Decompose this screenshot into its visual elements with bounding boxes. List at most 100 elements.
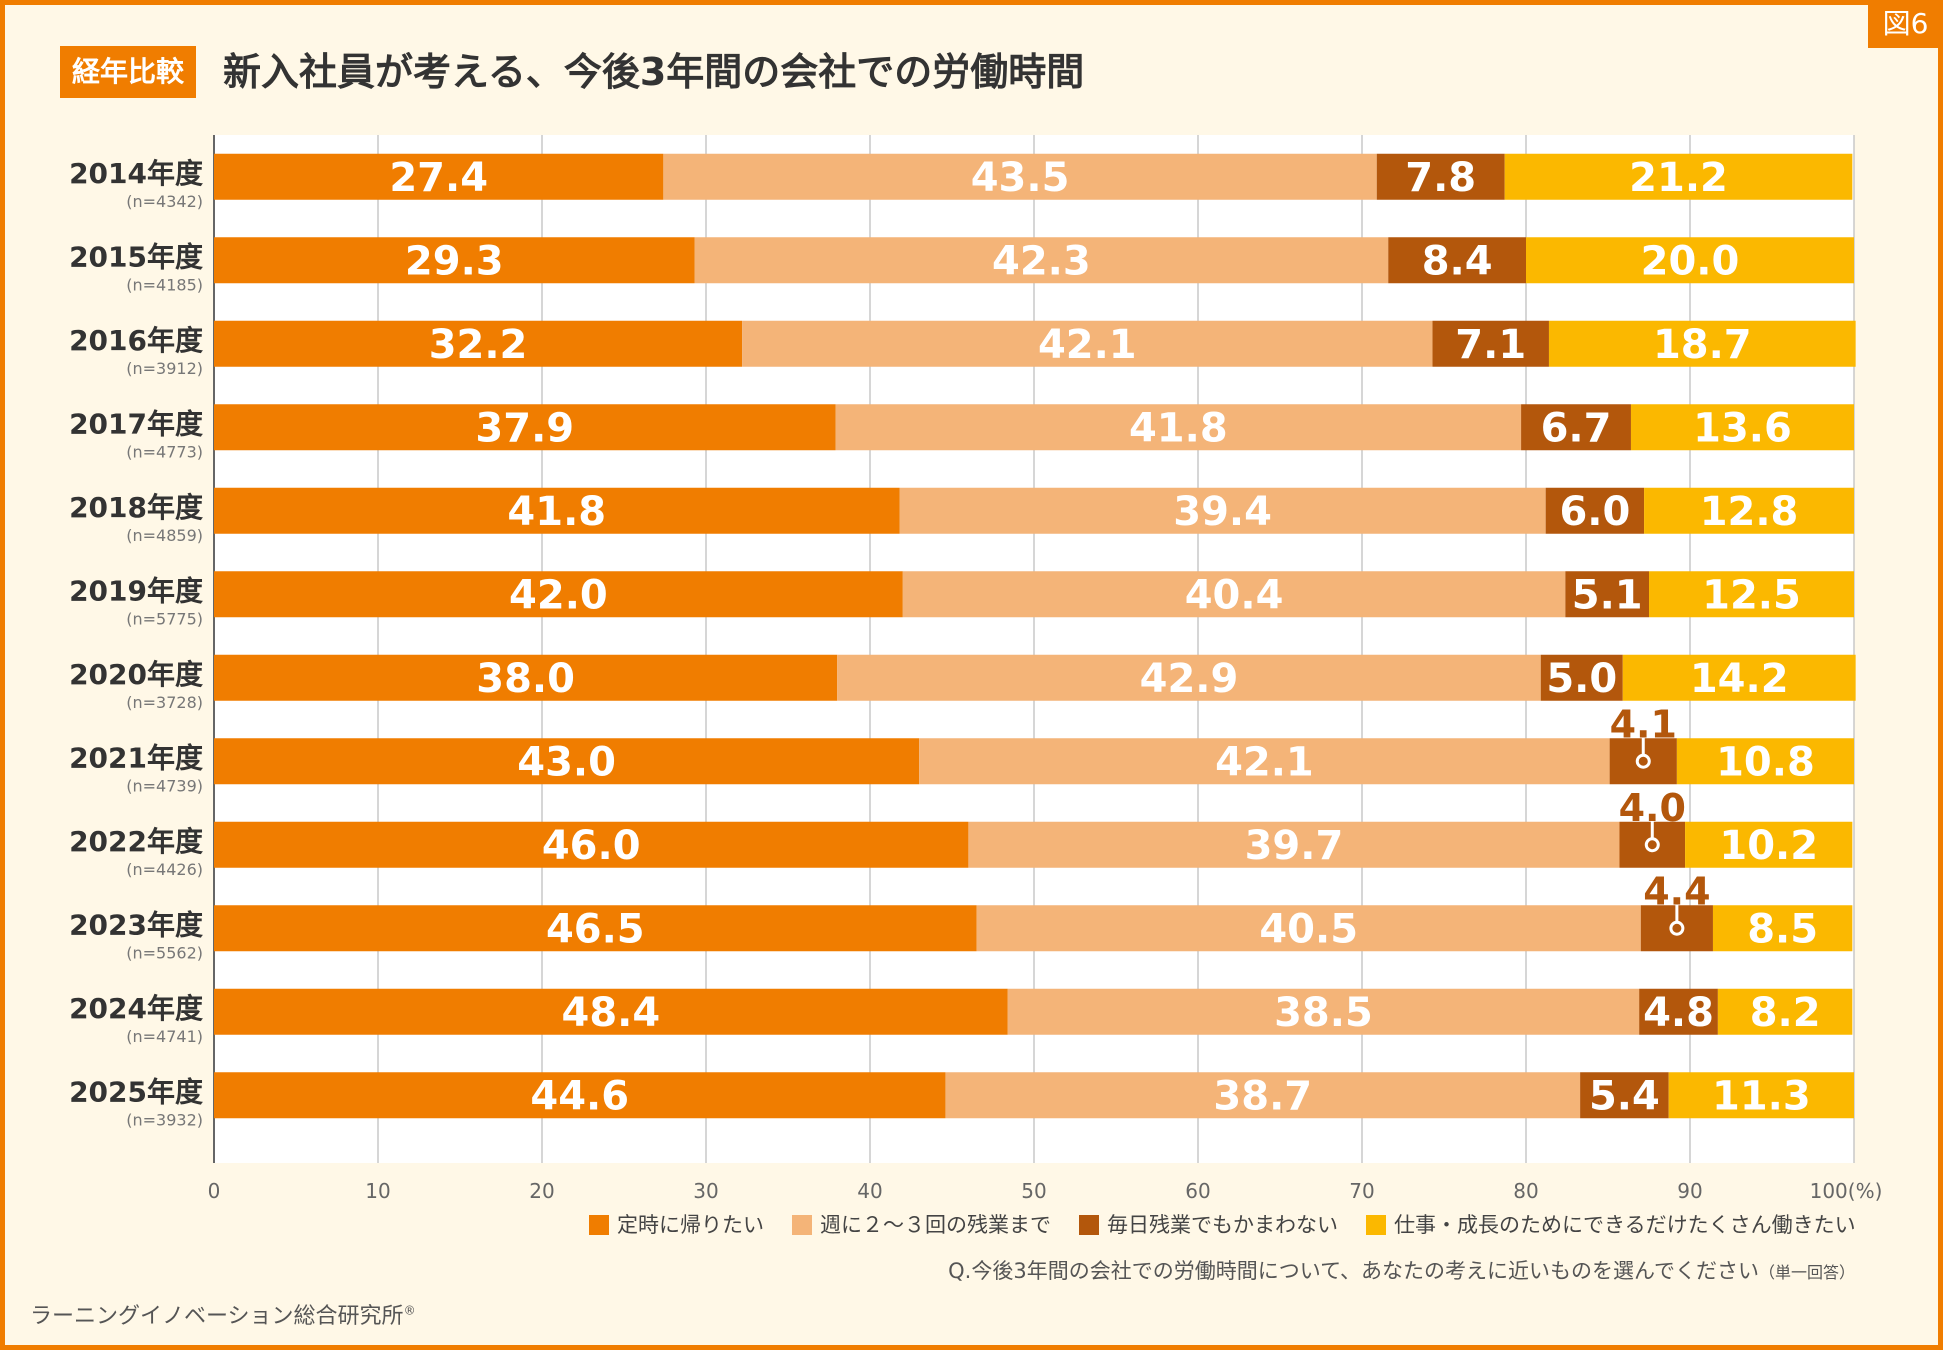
x-tick-label: 80	[1513, 1179, 1538, 1203]
x-tick-label: 50	[1021, 1179, 1046, 1203]
sample-size-label: (n=4773)	[126, 442, 203, 461]
category-label: 2014年度	[69, 157, 203, 190]
x-tick-label: 20	[529, 1179, 554, 1203]
x-tick-label: 90	[1677, 1179, 1702, 1203]
data-label: 5.0	[1546, 656, 1617, 702]
bar-segment	[214, 738, 920, 785]
bar-segment	[214, 571, 903, 618]
legend-swatch	[792, 1215, 812, 1235]
bar-segment	[214, 153, 664, 200]
data-label: 42.0	[509, 572, 608, 618]
sample-size-label: (n=5562)	[126, 943, 203, 962]
x-tick-label: 30	[693, 1179, 718, 1203]
sample-size-label: (n=4859)	[126, 526, 203, 545]
data-label: 37.9	[475, 405, 574, 451]
category-label: 2020年度	[69, 658, 203, 691]
bar-segment	[214, 905, 977, 952]
data-label: 38.7	[1213, 1073, 1312, 1119]
callout-dot	[1644, 837, 1660, 853]
data-label: 18.7	[1653, 322, 1752, 368]
question-text: Q.今後3年間の会社での労働時間について、あなたの考えに近いものを選んでください	[948, 1259, 1759, 1283]
bar-segment	[976, 905, 1641, 952]
data-label: 42.1	[1038, 322, 1137, 368]
sample-size-label: (n=5775)	[126, 609, 203, 628]
callout-dot	[1669, 920, 1685, 936]
data-label: 48.4	[562, 990, 661, 1036]
category-label: 2016年度	[69, 324, 203, 357]
legend-label: 週に２～３回の残業まで	[820, 1213, 1051, 1237]
bar-segment	[968, 821, 1620, 868]
legend-swatch	[589, 1215, 609, 1235]
bar-segment	[214, 1072, 946, 1119]
data-label: 12.8	[1700, 489, 1799, 535]
sample-size-label: (n=4741)	[126, 1027, 203, 1046]
bar-segment	[899, 487, 1546, 534]
data-label: 4.8	[1643, 990, 1714, 1036]
bar-segment	[214, 821, 969, 868]
sample-size-label: (n=4342)	[126, 192, 203, 211]
data-label: 42.9	[1140, 656, 1239, 702]
sample-size-label: (n=3932)	[126, 1110, 203, 1129]
bar-segment	[1622, 654, 1856, 701]
category-label: 2022年度	[69, 825, 203, 858]
data-label: 6.0	[1559, 489, 1630, 535]
bar-segment	[1388, 237, 1526, 284]
category-label: 2021年度	[69, 741, 203, 774]
legend-label: 毎日残業でもかまわない	[1107, 1213, 1338, 1237]
data-label: 10.2	[1719, 823, 1818, 869]
data-label: 8.5	[1747, 906, 1818, 952]
bar-segment	[214, 237, 695, 284]
chart-title: 新入社員が考える、今後3年間の会社での労働時間	[223, 50, 1085, 94]
data-label: 38.0	[476, 656, 575, 702]
bar-segment	[214, 654, 838, 701]
category-label: 2017年度	[69, 407, 203, 440]
data-label: 13.6	[1693, 405, 1792, 451]
bar-segment	[214, 988, 1008, 1035]
legend-label: 定時に帰りたい	[617, 1213, 764, 1237]
data-label: 39.4	[1173, 489, 1272, 535]
callout-dot	[1635, 753, 1651, 769]
bar-segment	[1685, 821, 1853, 868]
figure-label: 図6	[1868, 0, 1943, 48]
data-label: 20.0	[1641, 238, 1740, 284]
bar-segment	[1540, 654, 1623, 701]
data-label: 40.5	[1259, 906, 1358, 952]
data-label: 44.6	[530, 1073, 629, 1119]
bar-segment	[835, 404, 1522, 451]
title-badge: 経年比較	[60, 46, 197, 98]
category-label: 2015年度	[69, 240, 203, 273]
bar-segment	[694, 237, 1389, 284]
data-label: 46.0	[542, 823, 641, 869]
bar-segment	[919, 738, 1610, 785]
bar-segment	[214, 487, 900, 534]
x-tick-label: 60	[1185, 1179, 1210, 1203]
sample-size-label: (n=4185)	[126, 275, 203, 294]
data-label: 21.2	[1629, 155, 1728, 201]
bar-segment	[1649, 571, 1854, 618]
data-label: 4.4	[1643, 869, 1710, 913]
data-label: 4.0	[1619, 786, 1686, 830]
legend-swatch	[1366, 1215, 1386, 1235]
legend-swatch	[1079, 1215, 1099, 1235]
bar-segment	[1432, 320, 1549, 367]
data-label: 46.5	[546, 906, 645, 952]
bar-segment	[1526, 237, 1854, 284]
bar-segment	[1504, 153, 1853, 200]
data-label: 8.2	[1750, 990, 1821, 1036]
bar-segment	[1668, 1072, 1854, 1119]
data-label: 10.8	[1716, 739, 1815, 785]
x-tick-label: 100(%)	[1810, 1179, 1883, 1203]
bar-segment	[1676, 738, 1854, 785]
legend-label: 仕事・成長のためにできるだけたくさん働きたい	[1394, 1213, 1856, 1237]
x-tick-label: 0	[208, 1179, 221, 1203]
bar-segment	[1717, 988, 1853, 1035]
category-label: 2018年度	[69, 491, 203, 524]
bar-segment	[1639, 988, 1718, 1035]
category-label: 2024年度	[69, 992, 203, 1025]
bar-segment	[1580, 1072, 1669, 1119]
data-label: 6.7	[1541, 405, 1612, 451]
sample-size-label: (n=4426)	[126, 860, 203, 879]
bar-segment	[742, 320, 1433, 367]
data-label: 43.5	[971, 155, 1070, 201]
